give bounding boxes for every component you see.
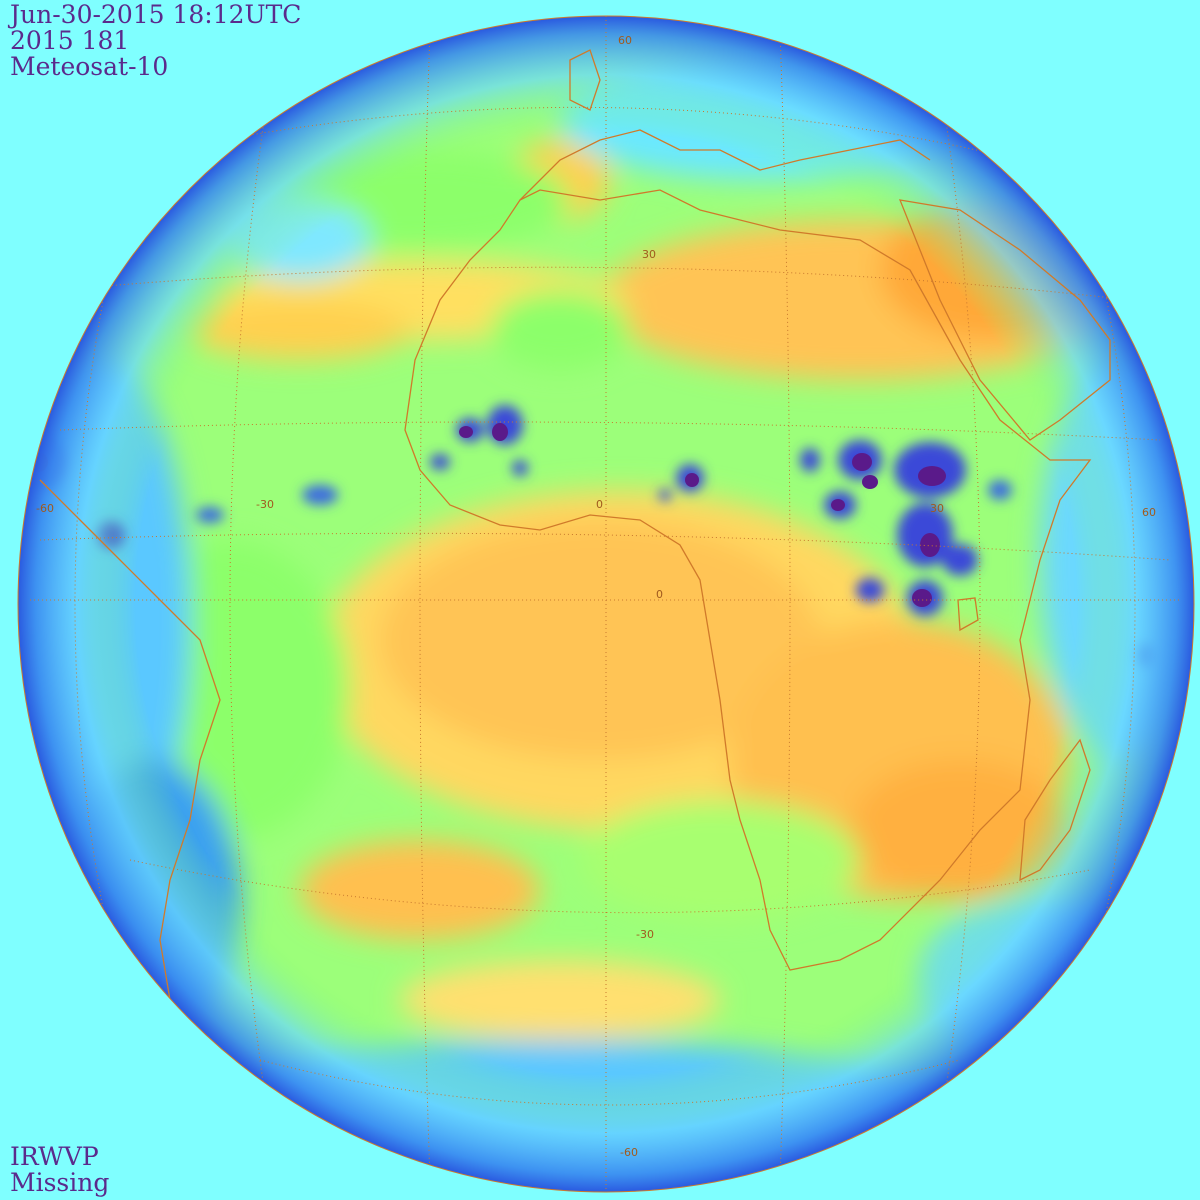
lat-label-60n: 60 [618, 34, 632, 47]
lon-label-0: 0 [596, 498, 603, 511]
lon-label-60e: 60 [1142, 506, 1156, 519]
lat-label-30n: 30 [642, 248, 656, 261]
disc-edge [17, 15, 1195, 1193]
lon-label-30w: -30 [256, 498, 274, 511]
satellite-label: Meteosat-10 [10, 52, 169, 81]
grid-labels: 60 30 0 -30 -60 -60 -30 0 30 60 [36, 34, 1156, 1159]
coastlines [39, 49, 1111, 1061]
earth-disc [18, 16, 1194, 1192]
lake-victoria-coastline [957, 597, 979, 632]
madagascar-coastline [1019, 738, 1091, 882]
lat-label-30s: -30 [636, 928, 654, 941]
britain-coastline [569, 49, 601, 111]
lon-label-30e: 30 [930, 502, 944, 515]
africa-coastline [404, 189, 1092, 971]
julian-date-label: 2015 181 [10, 26, 130, 55]
datetime-label: Jun-30-2015 18:12UTC [10, 0, 302, 29]
status-label: Missing [10, 1168, 110, 1197]
lat-label-0: 0 [656, 588, 663, 601]
arabia-coastline [898, 199, 1111, 441]
europe-coastline [519, 129, 931, 201]
lon-label-60w: -60 [36, 502, 54, 515]
lat-label-60s: -60 [620, 1146, 638, 1159]
lat-lon-grid [29, 16, 1180, 1192]
channel-label: IRWVP [10, 1142, 99, 1171]
